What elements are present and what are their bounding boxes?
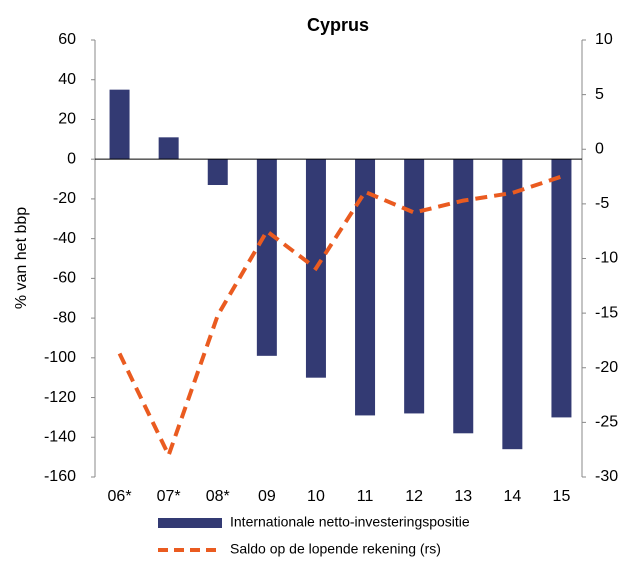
y2-tick-label: -25 bbox=[595, 414, 618, 431]
x-tick-label: 12 bbox=[405, 488, 423, 505]
y-tick-label: -80 bbox=[53, 309, 76, 326]
y2-tick-label: -30 bbox=[595, 468, 618, 485]
bar bbox=[256, 159, 277, 356]
y2-tick-label: -15 bbox=[595, 304, 618, 321]
y-tick-label: 60 bbox=[58, 31, 76, 48]
legend-label: Internationale netto-investeringspositie bbox=[230, 514, 470, 530]
legend-label: Saldo op de lopende rekening (rs) bbox=[230, 541, 441, 557]
bar bbox=[355, 159, 376, 416]
y-axis-label: % van het bbp bbox=[13, 207, 30, 309]
y-tick-label: 20 bbox=[58, 111, 76, 128]
y-tick-label: -100 bbox=[44, 349, 76, 366]
y-tick-label: -160 bbox=[44, 468, 76, 485]
x-tick-label: 06* bbox=[108, 488, 132, 505]
y2-tick-label: -10 bbox=[595, 250, 618, 267]
y-tick-label: 40 bbox=[58, 71, 76, 88]
y-tick-label: -20 bbox=[53, 190, 76, 207]
bar bbox=[207, 159, 228, 186]
y2-tick-label: -5 bbox=[595, 195, 609, 212]
bar bbox=[551, 159, 572, 418]
y-tick-label: -140 bbox=[44, 428, 76, 445]
x-tick-label: 13 bbox=[454, 488, 472, 505]
x-tick-label: 07* bbox=[157, 488, 181, 505]
bar bbox=[158, 137, 179, 160]
bar bbox=[453, 159, 474, 434]
y-tick-label: 0 bbox=[67, 150, 76, 167]
line bbox=[117, 174, 563, 461]
y2-tick-label: -20 bbox=[595, 359, 618, 376]
x-tick-label: 11 bbox=[357, 488, 374, 505]
y2-tick-label: 0 bbox=[595, 140, 604, 157]
y-tick-label: -60 bbox=[53, 270, 76, 287]
bar bbox=[109, 89, 130, 160]
y-tick-label: -40 bbox=[53, 230, 76, 247]
x-tick-label: 10 bbox=[307, 488, 325, 505]
x-tick-label: 09 bbox=[258, 488, 276, 505]
chart-title: Cyprus bbox=[307, 15, 369, 35]
x-tick-label: 14 bbox=[503, 488, 521, 505]
bar bbox=[404, 159, 425, 414]
legend-swatch bbox=[158, 518, 222, 528]
bar bbox=[502, 159, 523, 450]
x-tick-label: 08* bbox=[206, 488, 230, 505]
y2-tick-label: 5 bbox=[595, 86, 604, 103]
y2-tick-label: 10 bbox=[595, 31, 613, 48]
y-tick-label: -120 bbox=[44, 389, 76, 406]
x-tick-label: 15 bbox=[553, 488, 571, 505]
